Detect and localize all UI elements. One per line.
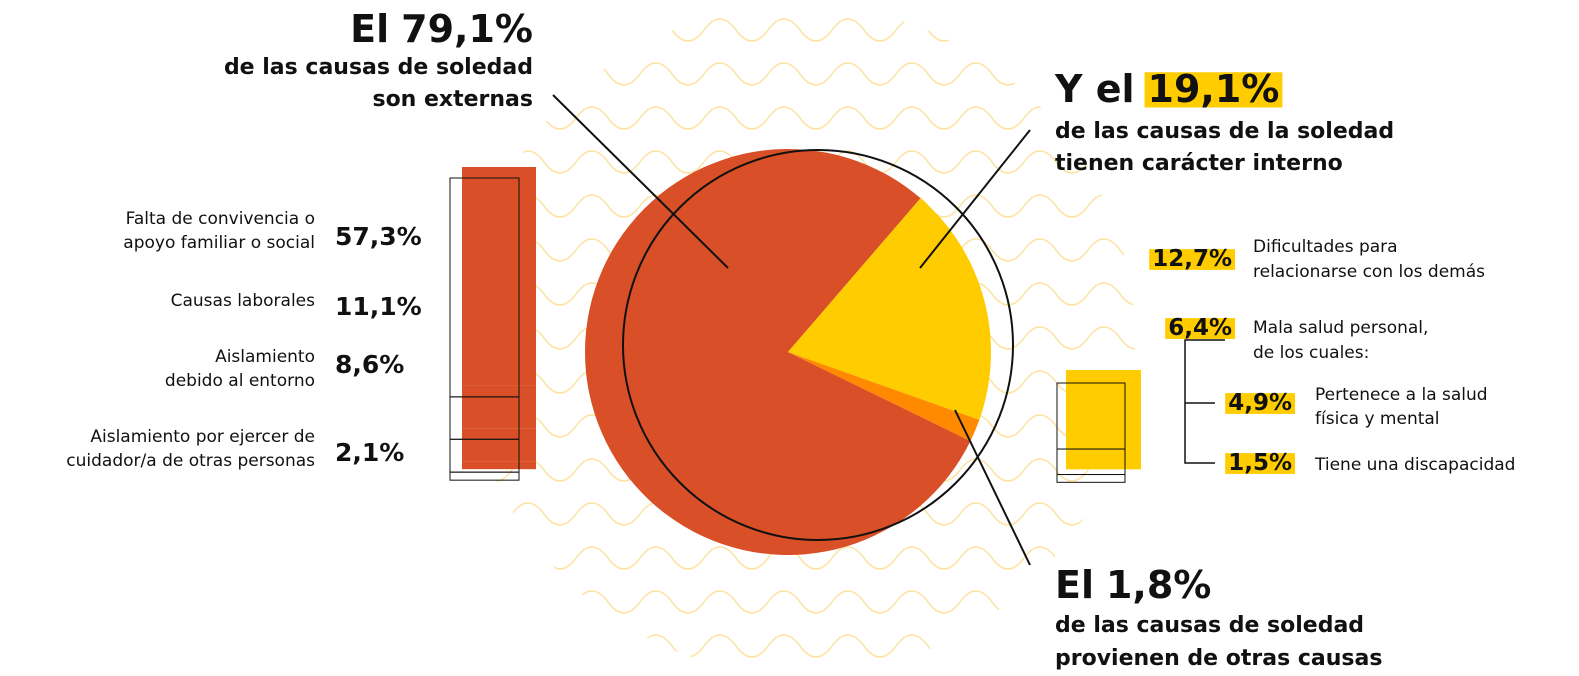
annotation-prefix: El: [1055, 563, 1094, 607]
bar-segment: [462, 167, 536, 386]
bar-segment: [1066, 370, 1141, 437]
annotation-value: 79,1%: [401, 7, 533, 51]
bar-segment: [462, 461, 536, 470]
category-label: física y mental: [1315, 409, 1440, 429]
bracket: [1184, 339, 1225, 464]
value-label: 6,4%: [1168, 315, 1232, 341]
category-label: Falta de convivencia o: [126, 209, 315, 229]
category-label: Causas laborales: [171, 291, 316, 311]
category-label: Mala salud personal,: [1253, 318, 1428, 338]
value-label: 4,9%: [1228, 390, 1292, 416]
category-label: Pertenece a la salud: [1315, 385, 1488, 405]
bar-segment: [462, 428, 536, 462]
leader-line: [919, 129, 1031, 269]
highlight: [1149, 249, 1235, 270]
value-label: 11,1%: [335, 292, 422, 321]
bar-segment: [462, 385, 536, 429]
bar-outline: [1056, 474, 1126, 483]
leader-lines: [552, 94, 1031, 566]
annotation-prefix: Y el: [1054, 67, 1135, 111]
pie-slice: [788, 352, 980, 441]
value-label: 57,3%: [335, 222, 422, 251]
outline-circle: [622, 149, 1014, 541]
labels: 79,1% El de las causas de soledad son exter…: [66, 7, 1515, 671]
annotation-text: son externas: [372, 87, 533, 112]
annotation-text: de las causas de soledad: [224, 55, 533, 80]
annotation-text: de las causas de soledad: [1055, 613, 1364, 638]
category-label: apoyo familiar o social: [123, 233, 315, 253]
annotation-text: de las causas de la soledad: [1055, 119, 1394, 144]
highlight: [1225, 453, 1295, 474]
category-label: Aislamiento por ejercer de: [90, 427, 315, 447]
category-label: de los cuales:: [1253, 343, 1369, 363]
value-label: 2,1%: [335, 438, 404, 467]
bar-segment: [1066, 436, 1141, 470]
category-label: Tiene una discapacidad: [1314, 455, 1515, 475]
category-label: relacionarse con los demás: [1253, 262, 1485, 282]
category-label: Dificultades para: [1253, 237, 1398, 257]
category-label: cuidador/a de otras personas: [66, 451, 315, 471]
pie: [584, 148, 991, 555]
annotation-value: 19,1%: [1148, 67, 1280, 111]
category-label: Aislamiento: [215, 347, 315, 367]
category-label: debido al entorno: [165, 371, 315, 391]
pie-slice: [584, 148, 971, 555]
value-label: 8,6%: [335, 350, 404, 379]
annotation-prefix: El: [350, 7, 389, 51]
annotation-value: 1,8%: [1106, 563, 1211, 607]
value-label: 1,5%: [1228, 450, 1292, 476]
annotation-text: tienen carácter interno: [1055, 151, 1343, 176]
highlight: [1144, 72, 1283, 108]
pie-slice: [788, 198, 991, 420]
leader-line: [954, 409, 1031, 566]
leader-line: [552, 94, 729, 269]
annotation-text: provienen de otras causas: [1055, 646, 1382, 671]
highlight: [1165, 318, 1235, 339]
bar-outline: [449, 471, 520, 481]
highlight: [1225, 393, 1295, 414]
value-label: 12,7%: [1152, 246, 1232, 272]
